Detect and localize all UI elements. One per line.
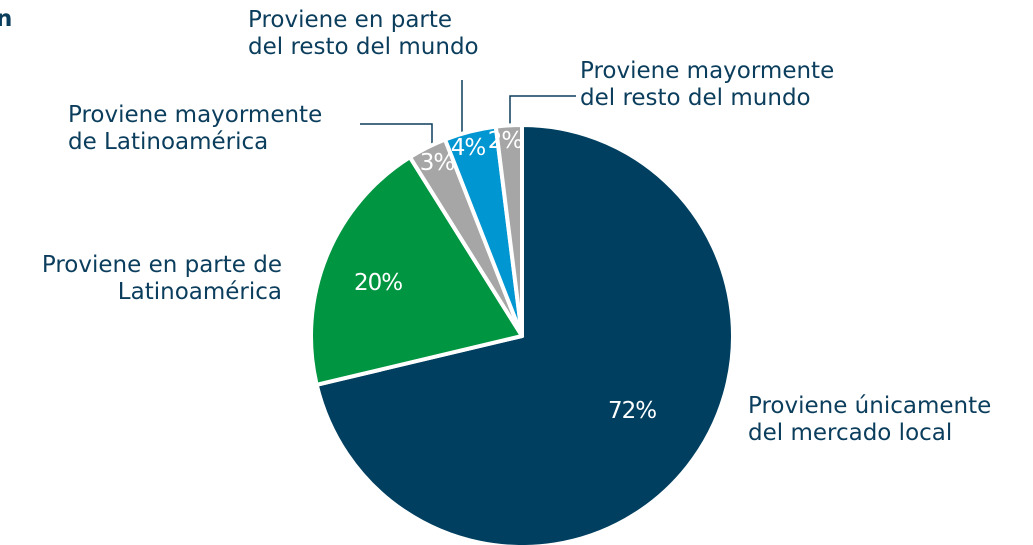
category-label-line: Proviene en parte [248,7,452,33]
category-label: Proviene en parte del resto del mundo [248,7,479,60]
category-label-line: del resto del mundo [248,34,479,60]
chart-title: n [0,6,12,32]
category-label-line: Proviene mayormente [580,58,834,84]
category-label: Proviene mayormente de Latinoamérica [68,102,322,155]
value-label: 3% [420,150,455,176]
category-label-line: Proviene únicamente [748,393,991,419]
pie-slice [493,123,524,338]
leader-line [360,123,433,150]
category-label: Proviene en parte de Latinoamérica [42,252,282,305]
value-label: 72% [608,398,656,424]
value-label: 4% [451,135,486,161]
category-label-line: Proviene mayormente [68,102,322,128]
value-label: 2% [488,128,523,154]
category-label-line: Latinoamérica [118,279,282,305]
category-label-line: de Latinoamérica [68,129,268,155]
leader-line [509,95,576,126]
category-label: Proviene únicamente del mercado local [748,393,991,446]
category-label: Proviene mayormente del resto del mundo [580,58,834,111]
category-label-line: del resto del mundo [580,85,811,111]
value-label: 20% [354,270,402,296]
category-label-line: del mercado local [748,420,952,446]
category-label-line: Proviene en parte de [42,252,282,278]
pie-slice [309,155,524,387]
pie-slice [314,123,735,545]
